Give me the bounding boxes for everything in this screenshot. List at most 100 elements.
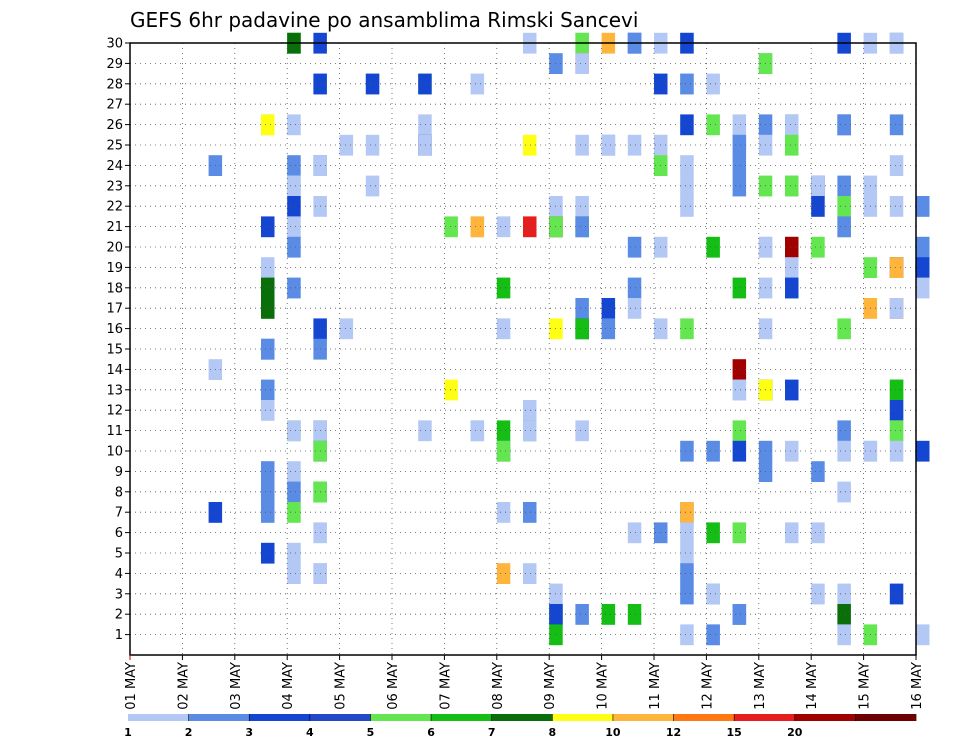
cell-m1-245 [680, 624, 694, 646]
y-tick-label-5: 5 [115, 547, 123, 562]
cell-m25-46 [339, 134, 354, 156]
color-legend: 1 2 3 4 5 6 7 8 10 12 15 20 [124, 714, 917, 739]
cell-m9-195 [261, 461, 275, 482]
x-tick-label-4: 04 MAY [281, 662, 296, 710]
y-tick-label-25: 25 [106, 139, 123, 154]
cell-m20-113 [916, 236, 930, 258]
x-tick-label-16: 16 MAY [910, 662, 925, 710]
legend-label-12: 12 [666, 726, 681, 739]
cells-layer [208, 32, 930, 646]
legend-swatch-11 [794, 714, 856, 721]
cell-m8-200 [287, 481, 301, 503]
y-tick-label-14: 14 [106, 363, 123, 378]
y-tick-label-29: 29 [106, 57, 123, 72]
cell-m20-105 [627, 236, 642, 258]
cell-m19-115 [785, 257, 799, 278]
cell-m17-133 [627, 298, 642, 319]
cell-m23-78 [811, 175, 825, 197]
cell-m16-139 [496, 318, 511, 340]
cell-m22-87 [837, 196, 851, 217]
cell-m23-72 [680, 175, 694, 197]
cell-m3-229 [680, 583, 694, 605]
cell-m14-152 [732, 359, 747, 380]
y-tick-label-12: 12 [106, 404, 123, 419]
cell-m21-97 [523, 216, 537, 238]
cell-m11-172 [470, 420, 485, 442]
x-tick-label-13: 13 MAY [753, 662, 768, 710]
cell-m7-207 [496, 502, 511, 523]
cell-m26-37 [680, 114, 694, 136]
cell-m10-187 [732, 440, 747, 462]
cell-m24-68 [889, 155, 904, 176]
cell-m16-147 [837, 318, 851, 340]
x-axis: 01 MAY 02 MAY 03 MAY 04 MAY 05 MAY 06 MAY 07 M… [124, 655, 925, 710]
y-tick-label-9: 9 [115, 465, 123, 480]
cell-m10-194 [916, 440, 930, 462]
y-axis: 1234567891011121314151617181920212223242… [106, 37, 130, 643]
cell-m13-154 [444, 379, 458, 401]
cell-m18-122 [287, 277, 301, 299]
legend-label-6: 6 [427, 726, 435, 739]
cell-m6-217 [785, 522, 799, 544]
cell-m3-232 [811, 583, 825, 605]
cell-m6-215 [706, 522, 720, 544]
cell-m21-101 [575, 216, 589, 238]
cell-m21-92 [287, 216, 301, 238]
chart-title: GEFS 6hr padavine po ansamblima Rimski S… [130, 8, 638, 32]
cell-m22-89 [889, 196, 904, 217]
cell-m4-225 [496, 563, 511, 584]
cell-m26-36 [418, 114, 432, 136]
cell-m26-44 [837, 114, 851, 136]
legend-swatch-2 [249, 714, 311, 721]
cell-m29-19 [575, 53, 589, 74]
legend-swatch-5 [431, 714, 493, 721]
cell-m21-95 [470, 216, 485, 238]
cell-m7-206 [287, 502, 301, 523]
x-tick-label-1: 01 MAY [124, 662, 139, 710]
cell-m25-50 [523, 134, 537, 156]
y-tick-label-20: 20 [106, 241, 123, 256]
legend-label-5: 5 [367, 726, 375, 739]
y-tick-label-16: 16 [106, 322, 123, 337]
cell-m21-91 [261, 216, 275, 238]
cell-m10-184 [496, 440, 511, 462]
cell-m11-176 [575, 420, 589, 442]
cell-m16-143 [601, 318, 616, 340]
y-tick-label-23: 23 [106, 179, 123, 194]
x-tick-label-14: 14 MAY [805, 662, 820, 710]
legend-swatch-0 [128, 714, 190, 721]
cell-m26-39 [732, 114, 747, 136]
cell-m10-185 [680, 440, 694, 462]
y-tick-label-26: 26 [106, 118, 123, 133]
cell-m28-27 [418, 73, 432, 95]
x-tick-label-11: 11 MAY [648, 662, 663, 710]
y-tick-label-2: 2 [115, 608, 123, 623]
cell-m17-130 [261, 298, 275, 319]
y-tick-label-24: 24 [106, 159, 123, 174]
cell-m21-96 [496, 216, 511, 238]
cell-m21-93 [444, 216, 458, 238]
cell-m10-193 [889, 440, 904, 462]
legend-label-4: 4 [306, 726, 314, 739]
y-tick-label-13: 13 [106, 383, 123, 398]
cell-m9-196 [287, 461, 301, 482]
x-tick-label-8: 08 MAY [491, 662, 506, 710]
legend-label-20: 20 [787, 726, 803, 739]
legend-swatch-4 [370, 714, 432, 721]
legend-swatch-6 [491, 714, 553, 721]
cell-m18-123 [496, 277, 511, 299]
cell-m26-42 [785, 114, 799, 136]
cell-m12-162 [261, 400, 275, 421]
cell-m8-199 [261, 481, 275, 503]
y-tick-label-19: 19 [106, 261, 123, 276]
cell-m22-84 [575, 196, 589, 217]
cell-m20-111 [785, 236, 799, 258]
legend-label-7: 7 [488, 726, 496, 739]
y-tick-label-28: 28 [106, 77, 123, 92]
cell-m18-121 [261, 277, 275, 299]
cell-m2-243 [837, 604, 851, 625]
cell-m24-62 [287, 155, 301, 176]
cell-m25-58 [732, 134, 747, 156]
cell-m6-212 [627, 522, 642, 544]
cell-m25-47 [365, 134, 380, 156]
